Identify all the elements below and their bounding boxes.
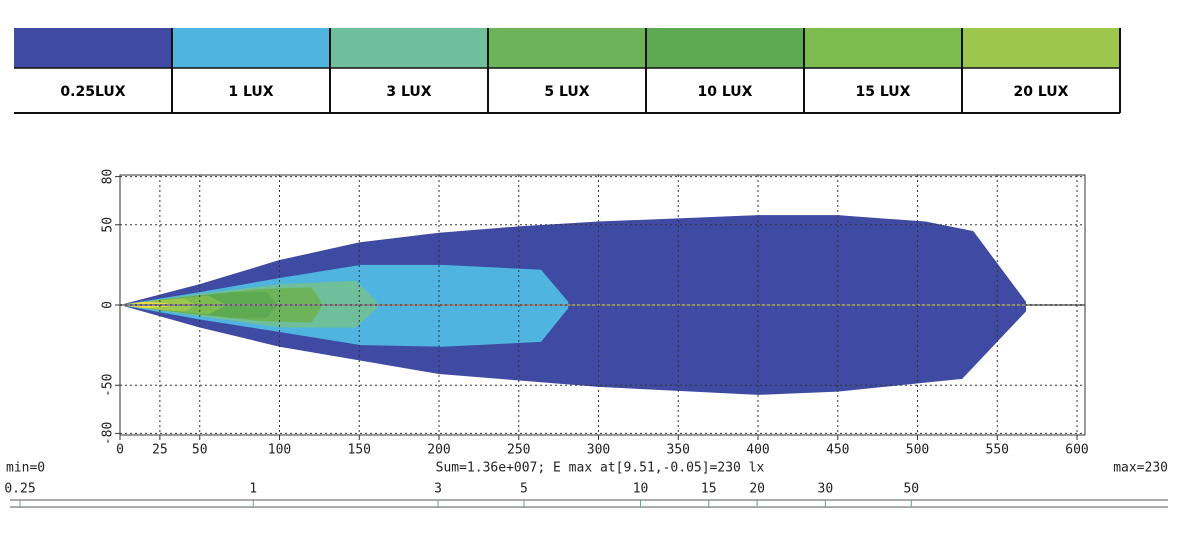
stat-max: max=230 [1113,461,1168,476]
x-tick-label: 200 [427,443,450,458]
legend-swatch [646,28,804,68]
y-tick-label: -80 [101,422,116,445]
scale-tick-label: 1 [249,482,257,497]
scale-tick-label: 15 [701,482,717,497]
legend-label: 3 LUX [386,84,431,100]
x-tick-label: 550 [986,443,1009,458]
scale-tick-label: 0.25 [4,482,35,497]
x-tick-label: 600 [1065,443,1088,458]
scale-tick-label: 20 [749,482,765,497]
legend-label: 0.25LUX [60,84,125,100]
x-tick-label: 100 [268,443,291,458]
x-tick-label: 25 [152,443,168,458]
plot-border [119,174,1086,436]
x-tick-label: 50 [192,443,208,458]
scale-tick-label: 3 [434,482,442,497]
legend-swatch [172,28,330,68]
x-tick-label: 450 [826,443,849,458]
legend-swatch [962,28,1120,68]
x-tick-label: 300 [587,443,610,458]
legend-label: 1 LUX [228,84,273,100]
scale-tick-label: 10 [633,482,649,497]
y-tick-label: 0 [101,301,116,309]
legend-swatch [14,28,172,68]
y-tick-label: 80 [101,169,116,185]
scale-tick-label: 30 [818,482,834,497]
scale-tick-label: 5 [520,482,528,497]
stat-summary: Sum=1.36e+007; E max at[9.51,-0.05]=230 … [436,461,765,476]
x-tick-label: 350 [667,443,690,458]
legend-swatch [488,28,646,68]
y-tick-label: 50 [101,217,116,233]
legend-swatch [804,28,962,68]
legend-label: 20 LUX [1014,84,1069,100]
x-tick-label: 250 [507,443,530,458]
x-tick-label: 400 [746,443,769,458]
y-tick-label: -50 [101,374,116,397]
legend-swatch [330,28,488,68]
scale-tick-label: 50 [903,482,919,497]
stat-min: min=0 [6,461,45,476]
x-tick-label: 0 [116,443,124,458]
legend-label: 5 LUX [544,84,589,100]
legend-label: 15 LUX [856,84,911,100]
x-tick-label: 150 [348,443,371,458]
x-tick-label: 500 [906,443,929,458]
legend-label: 10 LUX [698,84,753,100]
